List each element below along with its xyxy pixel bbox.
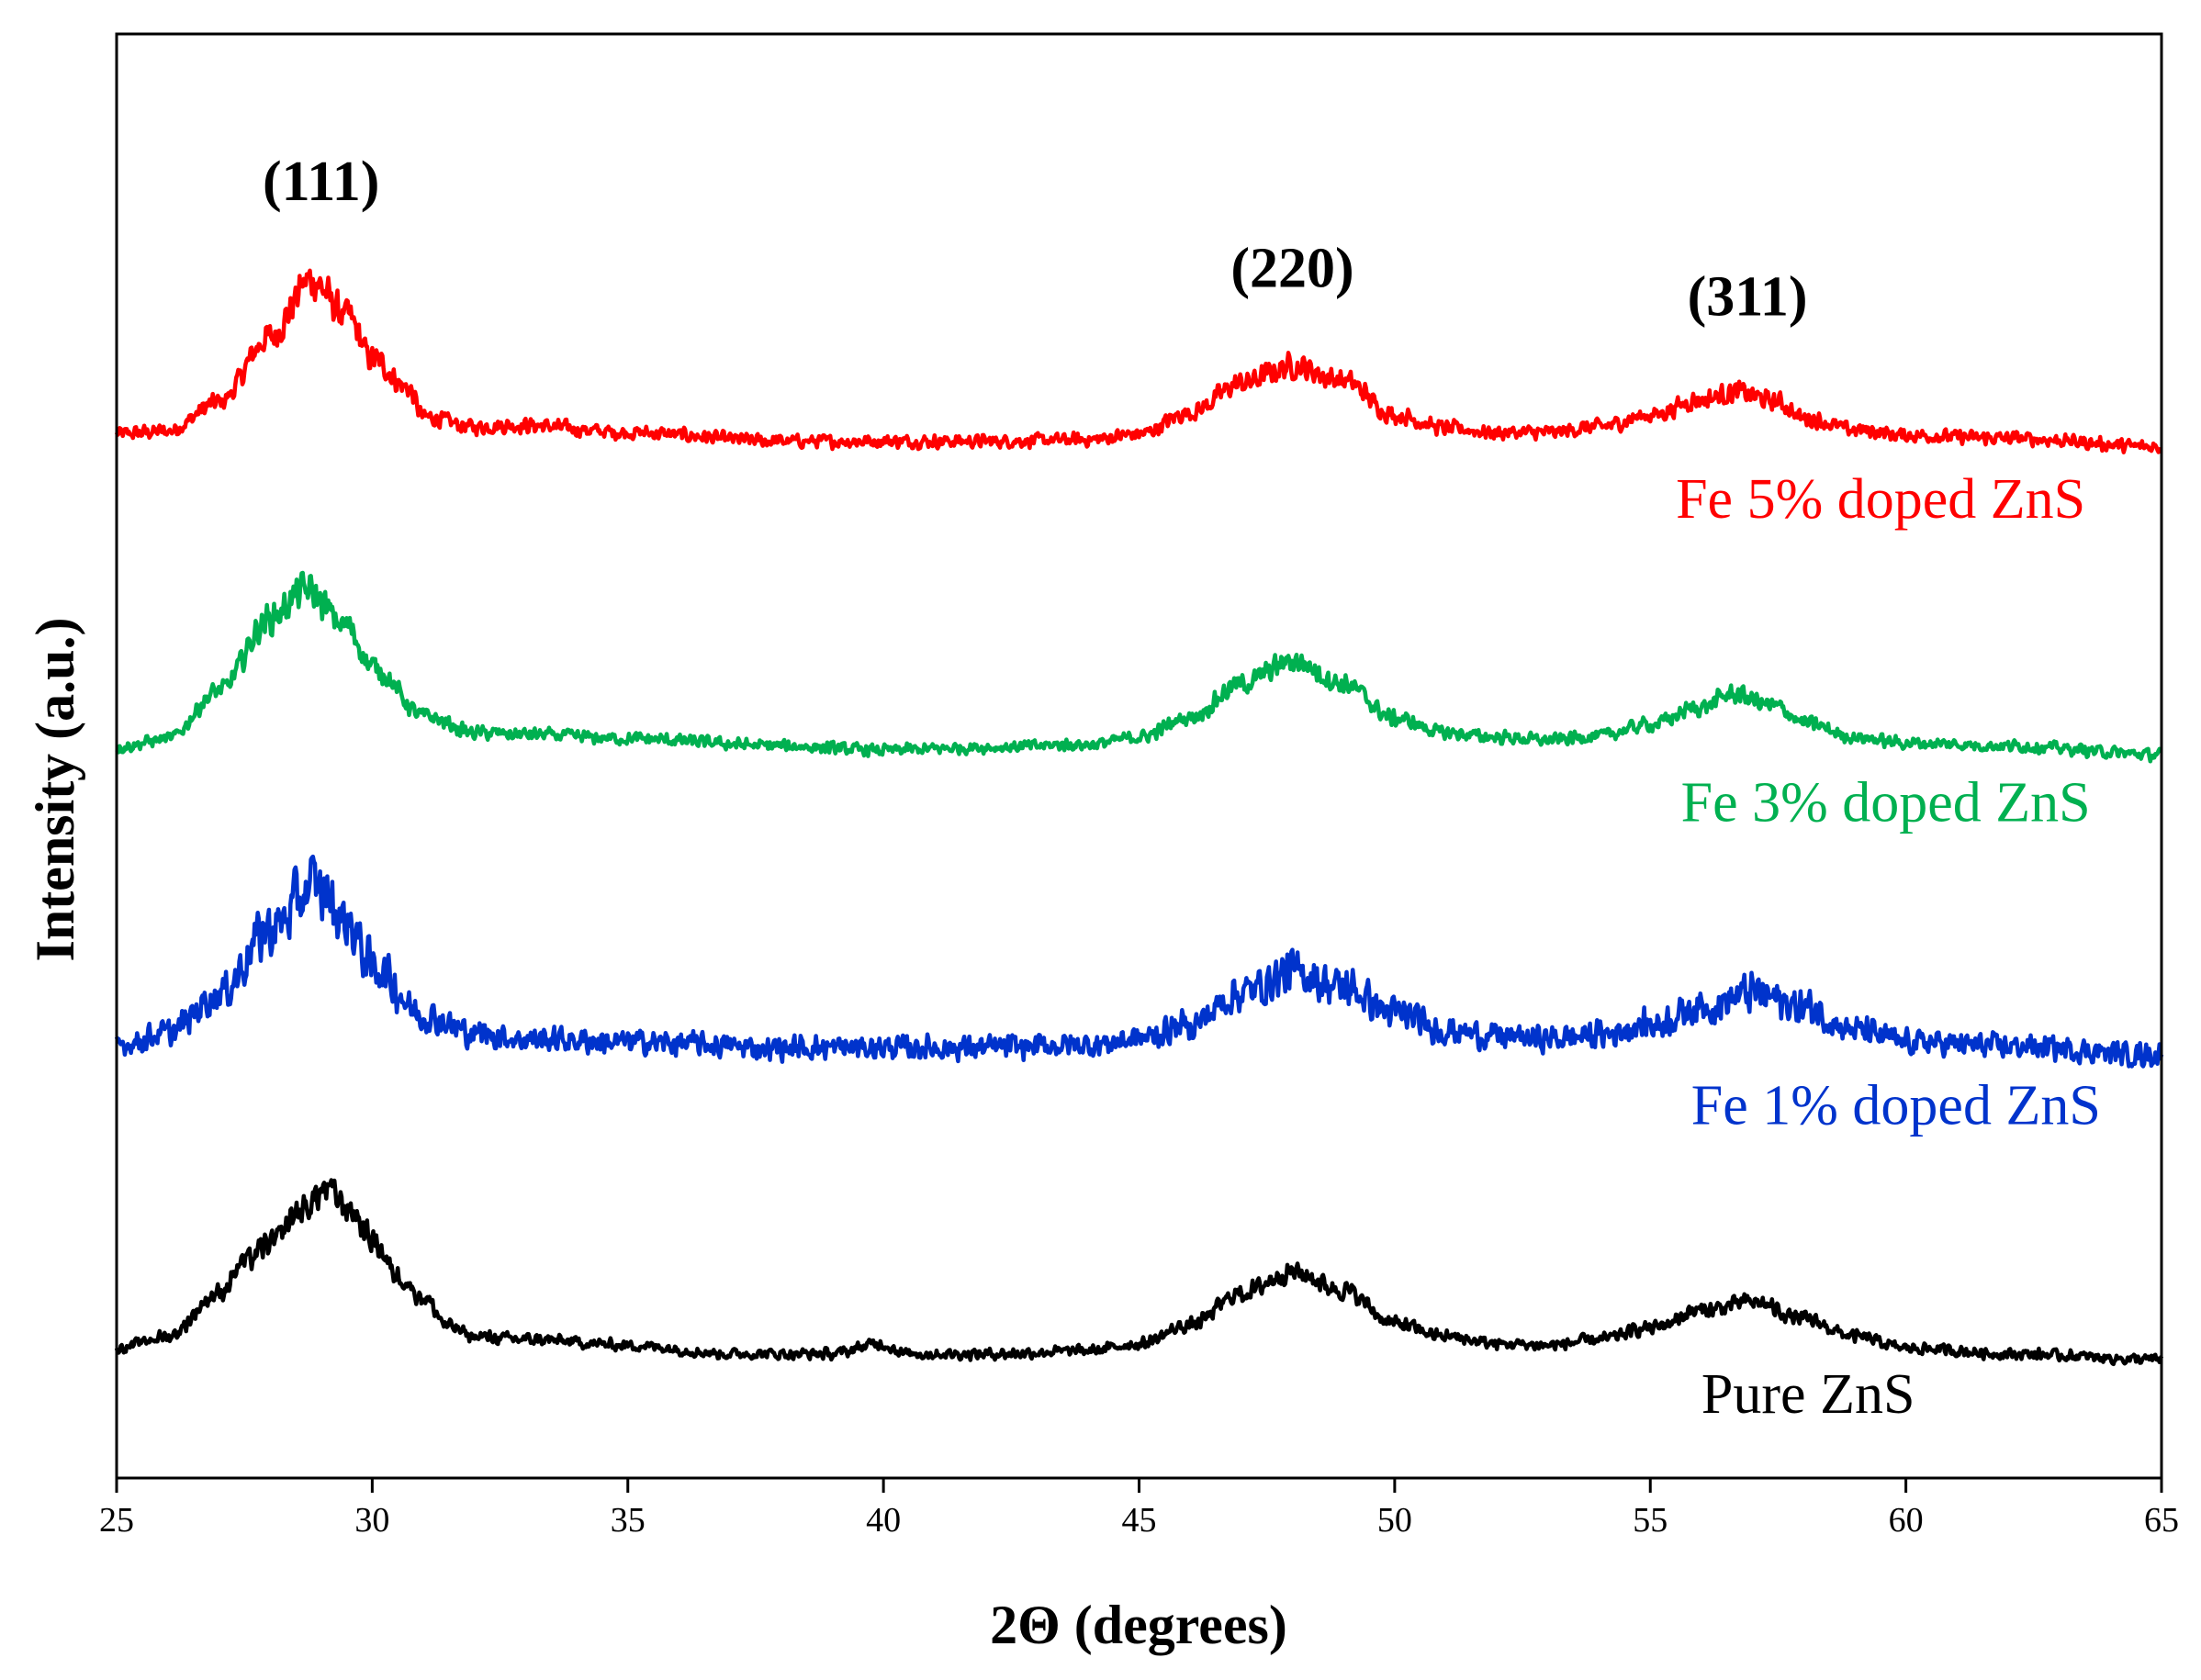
x-axis-title: 2Θ (degrees) (990, 1595, 1287, 1655)
series-layer (114, 268, 2164, 1367)
x-tick-label: 65 (2144, 1501, 2179, 1540)
series-label: Fe 5% doped ZnS (1676, 468, 2085, 531)
peak-label: (311) (1688, 266, 1808, 329)
y-axis-title: Intensity (a.u.) (25, 617, 85, 961)
series-line (114, 268, 2163, 454)
annotation-layer: (111) (220) (311) (263, 151, 1807, 329)
x-axis-ticks: 25 30 35 40 45 50 55 60 65 (99, 1478, 2179, 1540)
series-labels: Fe 5% doped ZnS Fe 3% doped ZnS Fe 1% dope… (1676, 468, 2101, 1426)
series-label: Fe 1% doped ZnS (1691, 1075, 2101, 1137)
series-line (114, 1178, 2164, 1367)
x-tick-label: 45 (1122, 1501, 1157, 1540)
x-tick-label: 35 (611, 1501, 646, 1540)
peak-label: (220) (1230, 237, 1353, 299)
x-tick-label: 30 (354, 1501, 389, 1540)
series-line (114, 854, 2164, 1069)
series-line (115, 570, 2163, 764)
x-tick-label: 50 (1377, 1501, 1412, 1540)
x-tick-label: 60 (1889, 1501, 1924, 1540)
x-tick-label: 55 (1633, 1501, 1668, 1540)
peak-label: (111) (263, 151, 379, 213)
series-label: Pure ZnS (1701, 1363, 1915, 1426)
series-label: Fe 3% doped ZnS (1681, 771, 2091, 834)
x-tick-label: 40 (866, 1501, 901, 1540)
x-tick-label: 25 (99, 1501, 134, 1540)
